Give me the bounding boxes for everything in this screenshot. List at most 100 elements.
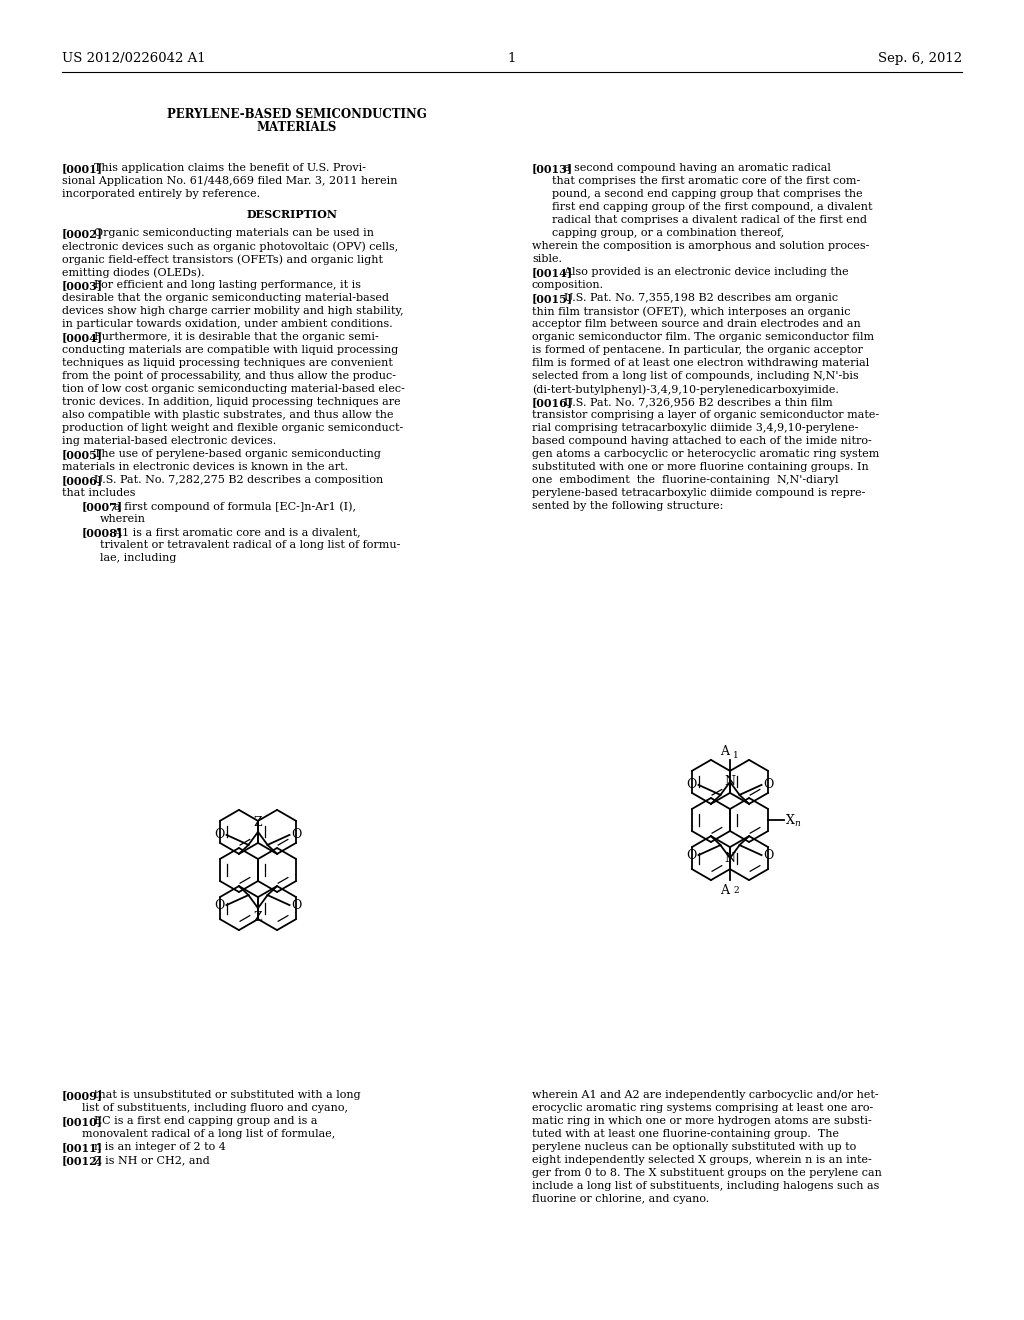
Text: capping group, or a combination thereof,: capping group, or a combination thereof, [552,228,784,238]
Text: A1 is a first aromatic core and is a divalent,: A1 is a first aromatic core and is a div… [106,527,360,537]
Text: in particular towards oxidation, under ambient conditions.: in particular towards oxidation, under a… [62,319,393,329]
Text: [0009]: [0009] [62,1090,103,1101]
Text: matic ring in which one or more hydrogen atoms are substi-: matic ring in which one or more hydrogen… [532,1115,871,1126]
Text: This application claims the benefit of U.S. Provi-: This application claims the benefit of U… [87,162,366,173]
Text: n is an integer of 2 to 4: n is an integer of 2 to 4 [87,1142,226,1152]
Text: [0011]: [0011] [62,1142,103,1152]
Text: For efficient and long lasting performance, it is: For efficient and long lasting performan… [87,280,361,290]
Text: sented by the following structure:: sented by the following structure: [532,502,723,511]
Text: Organic semiconducting materials can be used in: Organic semiconducting materials can be … [87,228,374,238]
Text: selected from a long list of compounds, including N,N'-bis: selected from a long list of compounds, … [532,371,859,381]
Text: 2: 2 [733,886,738,895]
Text: [0005]: [0005] [62,449,103,459]
Text: US 2012/0226042 A1: US 2012/0226042 A1 [62,51,206,65]
Text: acceptor film between source and drain electrodes and an: acceptor film between source and drain e… [532,319,861,329]
Text: based compound having attached to each of the imide nitro-: based compound having attached to each o… [532,436,871,446]
Text: conducting materials are compatible with liquid processing: conducting materials are compatible with… [62,345,398,355]
Text: list of substituents, including fluoro and cyano,: list of substituents, including fluoro a… [82,1104,348,1113]
Text: [0010]: [0010] [62,1115,103,1127]
Text: incorporated entirely by reference.: incorporated entirely by reference. [62,189,260,199]
Text: A: A [720,744,729,758]
Text: that comprises the first aromatic core of the first com-: that comprises the first aromatic core o… [552,176,860,186]
Text: U.S. Pat. No. 7,326,956 B2 describes a thin film: U.S. Pat. No. 7,326,956 B2 describes a t… [557,397,833,407]
Text: first end capping group of the first compound, a divalent: first end capping group of the first com… [552,202,872,213]
Text: O: O [764,849,774,862]
Text: substituted with one or more fluorine containing groups. In: substituted with one or more fluorine co… [532,462,868,473]
Text: [0013]: [0013] [532,162,573,174]
Text: organic field-effect transistors (OFETs) and organic light: organic field-effect transistors (OFETs)… [62,253,383,264]
Text: monovalent radical of a long list of formulae,: monovalent radical of a long list of for… [82,1129,335,1139]
Text: erocyclic aromatic ring systems comprising at least one aro-: erocyclic aromatic ring systems comprisi… [532,1104,873,1113]
Text: wherein the composition is amorphous and solution proces-: wherein the composition is amorphous and… [532,242,869,251]
Text: X: X [786,813,795,826]
Text: also compatible with plastic substrates, and thus allow the: also compatible with plastic substrates,… [62,411,393,420]
Text: that includes: that includes [62,488,135,498]
Text: [0006]: [0006] [62,475,103,486]
Text: gen atoms a carbocyclic or heterocyclic aromatic ring system: gen atoms a carbocyclic or heterocyclic … [532,449,880,459]
Text: U.S. Pat. No. 7,355,198 B2 describes am organic: U.S. Pat. No. 7,355,198 B2 describes am … [557,293,838,304]
Text: radical that comprises a divalent radical of the first end: radical that comprises a divalent radica… [552,215,867,224]
Text: PERYLENE-BASED SEMICONDUCTING: PERYLENE-BASED SEMICONDUCTING [167,108,427,121]
Text: electronic devices such as organic photovoltaic (OPV) cells,: electronic devices such as organic photo… [62,242,398,252]
Text: tion of low cost organic semiconducting material-based elec-: tion of low cost organic semiconducting … [62,384,404,393]
Text: N: N [725,775,735,788]
Text: one  embodiment  the  fluorine-containing  N,N'-diaryl: one embodiment the fluorine-containing N… [532,475,839,484]
Text: Furthermore, it is desirable that the organic semi-: Furthermore, it is desirable that the or… [87,333,379,342]
Text: O: O [292,829,302,841]
Text: wherein: wherein [100,513,146,524]
Text: ing material-based electronic devices.: ing material-based electronic devices. [62,436,276,446]
Text: 1: 1 [733,751,738,760]
Text: O: O [214,899,224,912]
Text: that is unsubstituted or substituted with a long: that is unsubstituted or substituted wit… [87,1090,360,1100]
Text: perylene-based tetracarboxylic diimide compound is repre-: perylene-based tetracarboxylic diimide c… [532,488,865,498]
Text: thin film transistor (OFET), which interposes an organic: thin film transistor (OFET), which inter… [532,306,851,317]
Text: composition.: composition. [532,280,604,290]
Text: [0001]: [0001] [62,162,103,174]
Text: pound, a second end capping group that comprises the: pound, a second end capping group that c… [552,189,862,199]
Text: n: n [794,818,800,828]
Text: tuted with at least one fluorine-containing group.  The: tuted with at least one fluorine-contain… [532,1129,839,1139]
Text: N: N [725,851,735,865]
Text: MATERIALS: MATERIALS [257,121,337,135]
Text: is formed of pentacene. In particular, the organic acceptor: is formed of pentacene. In particular, t… [532,345,863,355]
Text: wherein A1 and A2 are independently carbocyclic and/or het-: wherein A1 and A2 are independently carb… [532,1090,879,1100]
Text: rial comprising tetracarboxylic diimide 3,4,9,10-perylene-: rial comprising tetracarboxylic diimide … [532,422,858,433]
Text: production of light weight and flexible organic semiconduct-: production of light weight and flexible … [62,422,403,433]
Text: sible.: sible. [532,253,562,264]
Text: emitting diodes (OLEDs).: emitting diodes (OLEDs). [62,267,205,277]
Text: Z: Z [254,816,262,829]
Text: O: O [764,779,774,792]
Text: EC is a first end capping group and is a: EC is a first end capping group and is a [87,1115,317,1126]
Text: [0015]: [0015] [532,293,573,304]
Text: [0003]: [0003] [62,280,103,290]
Text: O: O [292,899,302,912]
Text: (di-tert-butylphenyl)-3,4,9,10-perylenedicarboxyimide.: (di-tert-butylphenyl)-3,4,9,10-perylened… [532,384,839,395]
Text: trivalent or tetravalent radical of a long list of formu-: trivalent or tetravalent radical of a lo… [100,540,400,550]
Text: 1: 1 [508,51,516,65]
Text: tronic devices. In addition, liquid processing techniques are: tronic devices. In addition, liquid proc… [62,397,400,407]
Text: perylene nucleus can be optionally substituted with up to: perylene nucleus can be optionally subst… [532,1142,856,1152]
Text: [0007]: [0007] [82,502,123,512]
Text: [0008]: [0008] [82,527,123,539]
Text: Z is NH or CH2, and: Z is NH or CH2, and [87,1155,210,1166]
Text: Also provided is an electronic device including the: Also provided is an electronic device in… [557,267,849,277]
Text: transistor comprising a layer of organic semiconductor mate-: transistor comprising a layer of organic… [532,411,880,420]
Text: O: O [214,829,224,841]
Text: organic semiconductor film. The organic semiconductor film: organic semiconductor film. The organic … [532,333,874,342]
Text: fluorine or chlorine, and cyano.: fluorine or chlorine, and cyano. [532,1195,710,1204]
Text: ger from 0 to 8. The X substituent groups on the perylene can: ger from 0 to 8. The X substituent group… [532,1168,882,1177]
Text: eight independently selected X groups, wherein n is an inte-: eight independently selected X groups, w… [532,1155,871,1166]
Text: [0004]: [0004] [62,333,103,343]
Text: U.S. Pat. No. 7,282,275 B2 describes a composition: U.S. Pat. No. 7,282,275 B2 describes a c… [87,475,383,484]
Text: Z: Z [254,911,262,924]
Text: sional Application No. 61/448,669 filed Mar. 3, 2011 herein: sional Application No. 61/448,669 filed … [62,176,397,186]
Text: desirable that the organic semiconducting material-based: desirable that the organic semiconductin… [62,293,389,304]
Text: from the point of processability, and thus allow the produc-: from the point of processability, and th… [62,371,396,381]
Text: devices show high charge carrier mobility and high stability,: devices show high charge carrier mobilit… [62,306,403,315]
Text: a second compound having an aromatic radical: a second compound having an aromatic rad… [557,162,830,173]
Text: [0002]: [0002] [62,228,103,239]
Text: a first compound of formula [EC-]n-Ar1 (I),: a first compound of formula [EC-]n-Ar1 (… [106,502,356,512]
Text: [0012]: [0012] [62,1155,103,1166]
Text: techniques as liquid processing techniques are convenient: techniques as liquid processing techniqu… [62,358,393,368]
Text: materials in electronic devices is known in the art.: materials in electronic devices is known… [62,462,348,473]
